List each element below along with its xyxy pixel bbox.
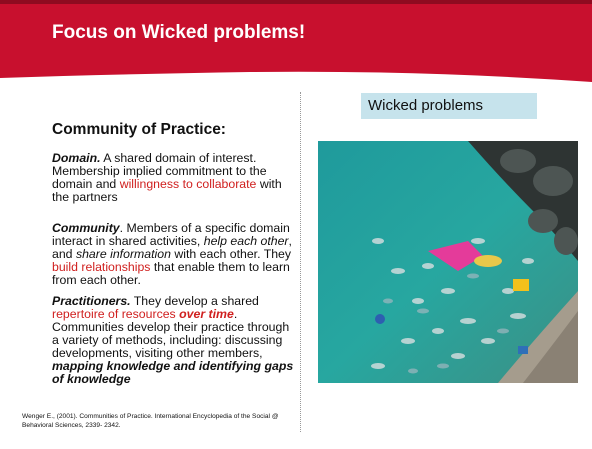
text-run: Practitioners. — [52, 294, 131, 308]
slide: Focus on Wicked problems! Community of P… — [0, 0, 592, 449]
photo — [318, 141, 578, 383]
text-run: repertoire of resources — [52, 307, 179, 321]
text-run: over time — [179, 307, 234, 321]
text-run: build relationships — [52, 260, 150, 274]
text-run: with each other. They — [171, 247, 291, 261]
text-run: help each other — [204, 234, 289, 248]
header-banner — [0, 0, 592, 90]
image-caption: Wicked problems — [361, 93, 537, 119]
paragraph: Community. Members of a specific domain … — [52, 222, 294, 287]
paragraph: Domain. A shared domain of interest. Mem… — [52, 152, 294, 204]
text-run: They develop a shared — [131, 294, 259, 308]
text-run: mapping knowledge and identifying gaps o… — [52, 359, 293, 386]
text-run: Community — [52, 221, 120, 235]
section-heading: Community of Practice: — [52, 121, 226, 139]
text-run: willingness to collaborate — [120, 177, 257, 191]
divider — [300, 92, 301, 432]
text-run: Domain. — [52, 151, 101, 165]
text-run: share information — [76, 247, 171, 261]
citation: Wenger E., (2001). Communities of Practi… — [22, 412, 297, 430]
slide-title: Focus on Wicked problems! — [52, 22, 305, 44]
paragraph: Practitioners. They develop a shared rep… — [52, 295, 294, 386]
